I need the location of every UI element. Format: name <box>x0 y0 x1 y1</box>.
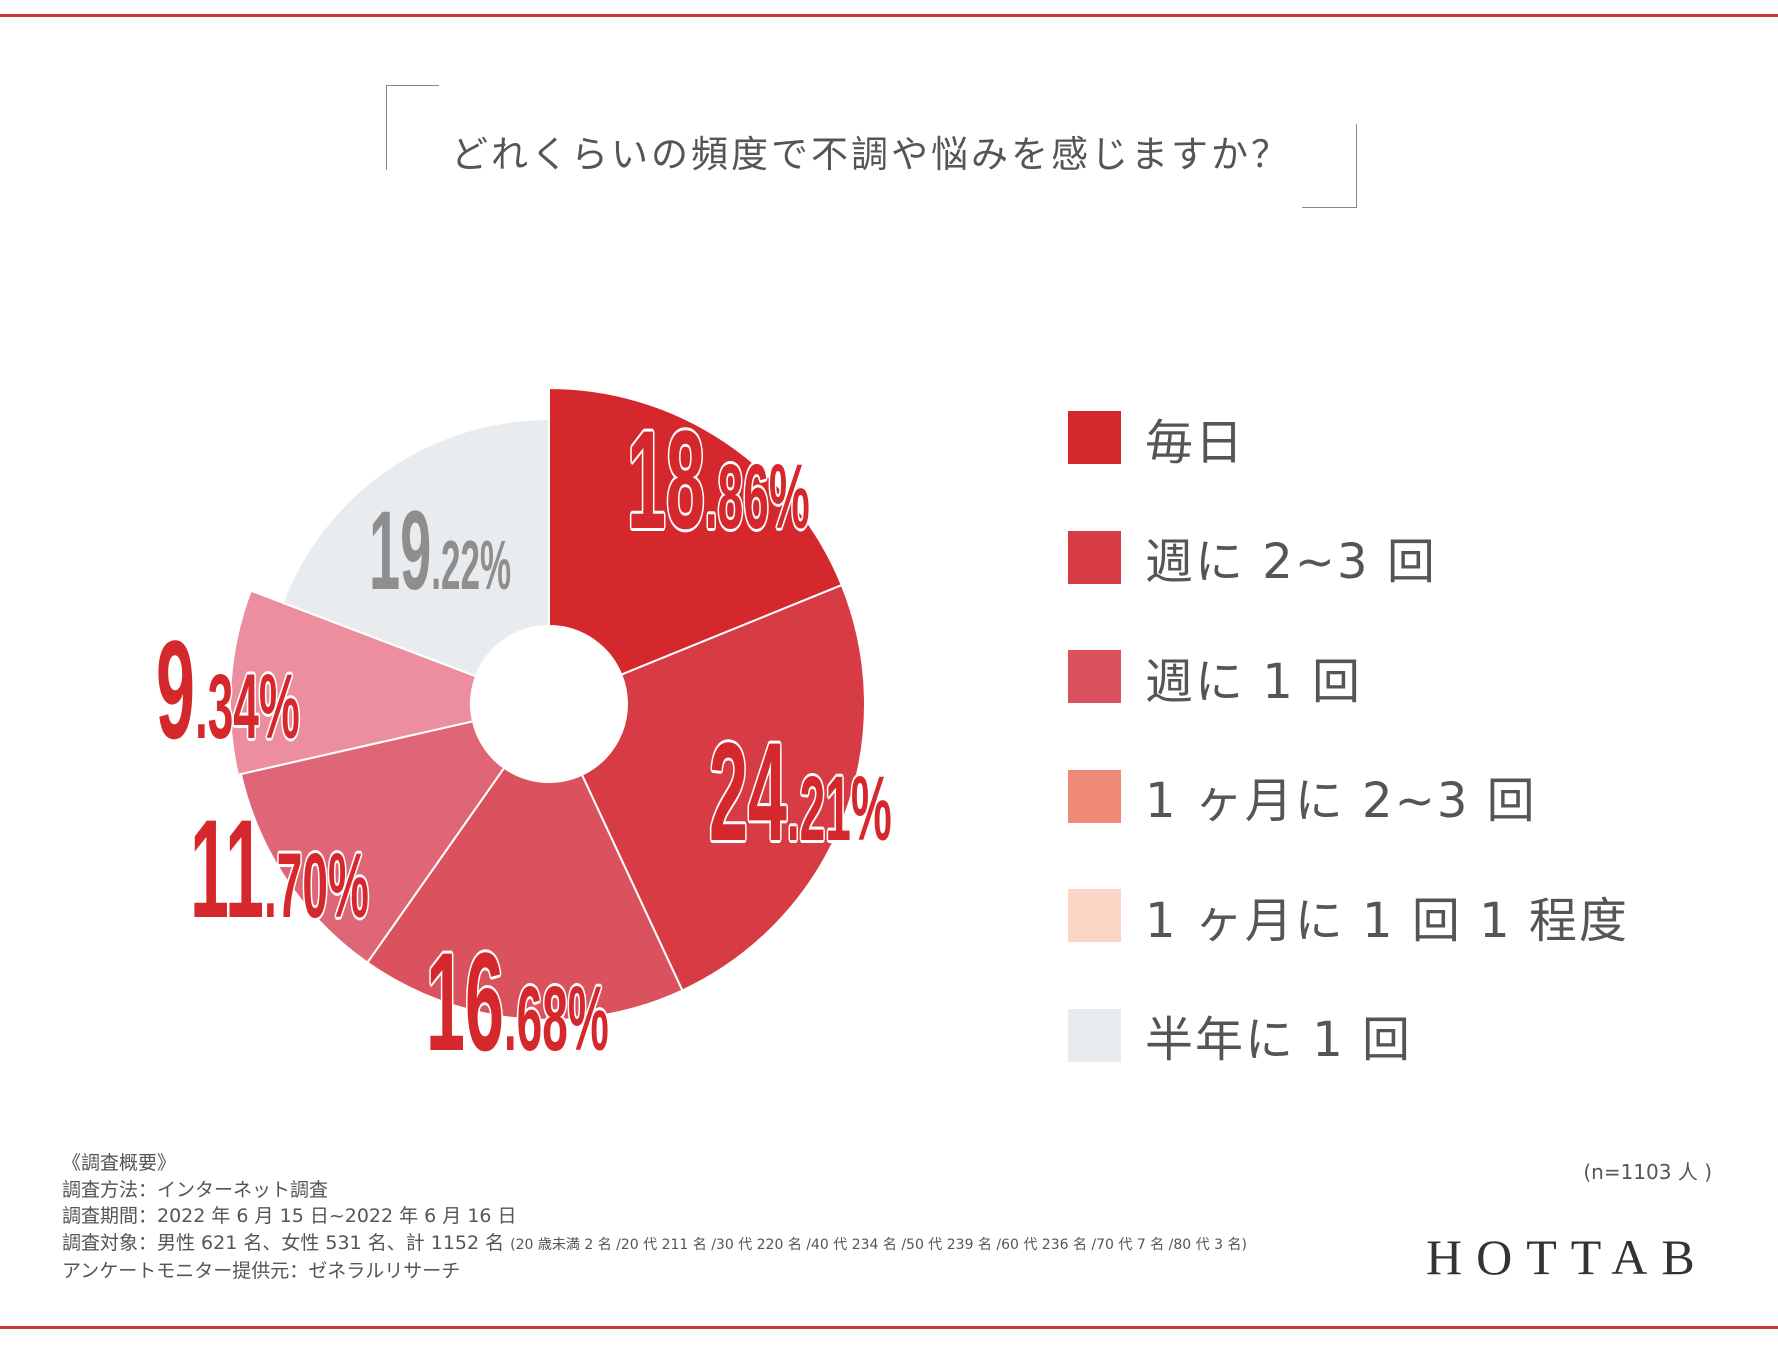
data-label-integer: 19 <box>369 488 432 613</box>
data-label-decimal: .68% <box>503 968 609 1070</box>
legend-label: 週に 2~3 回 <box>1145 534 1437 591</box>
legend-item: 1 ヶ月に 1 回 1 程度 <box>1068 856 1629 976</box>
legend-label: 1 ヶ月に 2~3 回 <box>1145 773 1537 830</box>
data-label-decimal: .86% <box>704 446 810 548</box>
pie-slice <box>239 720 506 964</box>
notes-provider: アンケートモニター提供元：ゼネラルリサーチ <box>62 1260 461 1282</box>
data-label-integer: 18 <box>627 401 705 558</box>
notes-heading: 《調査概要》 <box>62 1152 177 1174</box>
bottom-rule <box>0 1326 1778 1329</box>
data-label-decimal: .70% <box>264 835 369 937</box>
notes-period: 調査期間：2022 年 6 月 15 日~2022 年 6 月 16 日 <box>62 1205 517 1227</box>
data-label-integer: 16 <box>426 923 504 1080</box>
legend-label: 毎日 <box>1145 414 1246 471</box>
legend-label: 半年に 1 回 <box>1145 1012 1413 1069</box>
sample-size: (n=1103 人 ) <box>1583 1160 1712 1184</box>
legend-swatch <box>1068 650 1121 704</box>
notes-target: 調査対象：男性 621 名、女性 531 名、計 1152 名 <box>62 1231 505 1254</box>
legend-item: 週に 1 回 <box>1068 617 1629 737</box>
legend-item: 1 ヶ月に 2~3 回 <box>1068 737 1629 857</box>
chart-title: どれくらいの頻度で不調や悩みを感じますか？ <box>451 133 1291 176</box>
survey-notes: 《調査概要》 調査方法：インターネット調査 調査期間：2022 年 6 月 15… <box>62 1150 1247 1285</box>
legend-swatch <box>1068 1008 1121 1062</box>
notes-target-row: 調査対象：男性 621 名、女性 531 名、計 1152 名 (20 歳未満 … <box>62 1230 1247 1259</box>
data-label-decimal: .34% <box>194 656 300 758</box>
top-rule <box>0 14 1778 17</box>
hottab-logo: HOTTAB <box>1426 1229 1709 1285</box>
data-label-decimal: .22% <box>431 526 512 604</box>
data-label-decimal: .21% <box>786 758 892 860</box>
data-label: 9.34% <box>156 620 300 760</box>
legend-label: 1 ヶ月に 1 回 1 程度 <box>1145 892 1629 949</box>
data-label: 19.22% <box>369 495 511 607</box>
data-label-integer: 11 <box>190 790 264 947</box>
legend-item: 週に 2~3 回 <box>1068 498 1629 618</box>
notes-target-breakdown: (20 歳未満 2 名 /20 代 211 名 /30 代 220 名 /40 … <box>510 1236 1247 1253</box>
data-label: 24.21% <box>709 722 892 862</box>
legend-label: 週に 1 回 <box>1145 653 1363 710</box>
legend-swatch <box>1068 769 1121 823</box>
data-label: 18.86% <box>627 410 810 550</box>
legend-swatch <box>1068 411 1121 465</box>
notes-method: 調査方法：インターネット調査 <box>62 1178 329 1201</box>
data-label: 16.68% <box>426 932 609 1072</box>
data-label-integer: 24 <box>709 713 787 870</box>
legend-item: 毎日 <box>1068 378 1629 498</box>
data-label: 11.70% <box>190 799 369 939</box>
legend-swatch <box>1068 530 1121 584</box>
legend-item: 半年に 1 回 <box>1068 976 1629 1096</box>
title-bracket-right <box>1302 124 1357 208</box>
data-label-integer: 9 <box>156 611 195 768</box>
legend-swatch <box>1068 889 1121 943</box>
donut-hole <box>471 626 627 782</box>
title-bracket-left <box>386 85 439 170</box>
legend: 毎日 週に 2~3 回 週に 1 回 1 ヶ月に 2~3 回 1 ヶ月に 1 回… <box>1068 378 1629 1095</box>
